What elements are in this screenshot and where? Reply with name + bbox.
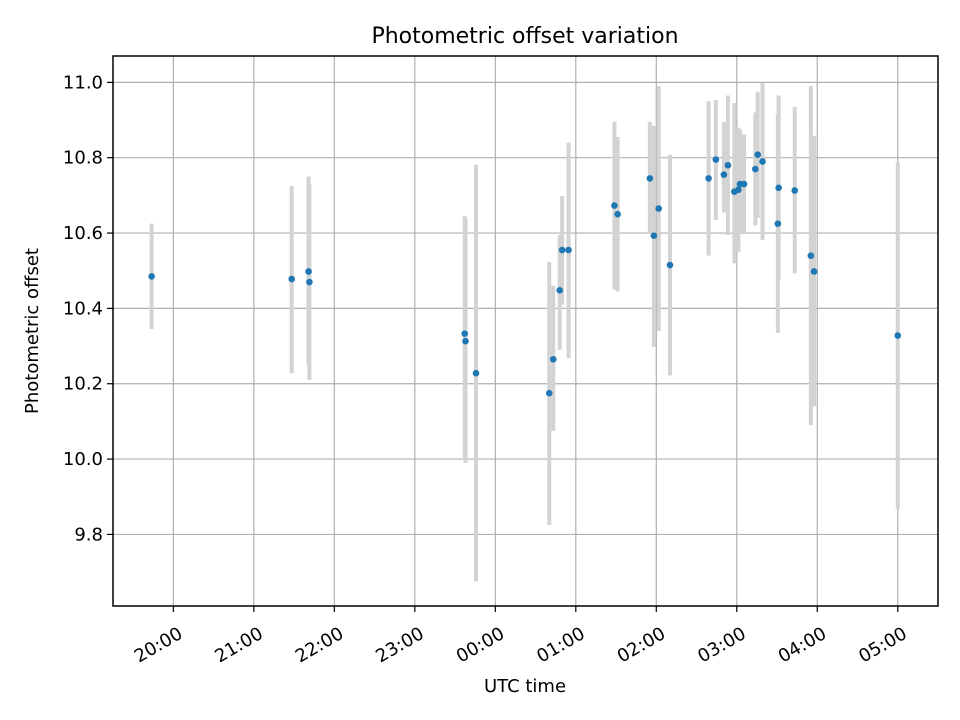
data-point (148, 273, 155, 280)
y-tick-label: 11.0 (63, 72, 103, 93)
data-point (556, 287, 564, 294)
y-tick-label: 10.2 (63, 374, 103, 395)
data-point (305, 268, 312, 275)
data-point (614, 210, 621, 218)
data-point (810, 268, 818, 275)
y-axis-ticks: 9.8 10.0 10.2 10.4 10.6 10.8 11.0 (63, 72, 113, 545)
chart-title: Photometric offset variation (371, 24, 678, 49)
data-point (549, 355, 557, 363)
data-point (894, 332, 902, 339)
data-point (545, 389, 553, 397)
data-point (461, 330, 469, 337)
y-tick-label: 10.6 (63, 223, 103, 244)
data-point (558, 246, 566, 254)
data-point (751, 165, 759, 173)
y-axis-label: Photometric offset (22, 248, 43, 414)
data-point (740, 180, 748, 188)
data-point (646, 175, 654, 182)
data-point (712, 156, 720, 163)
data-point (775, 184, 782, 192)
data-point (759, 158, 766, 165)
y-tick-label: 10.4 (63, 298, 103, 319)
data-point (774, 220, 782, 227)
data-point (754, 151, 762, 158)
point-layer (148, 151, 902, 397)
data-point (288, 275, 295, 283)
data-point (306, 278, 313, 286)
data-point (472, 369, 480, 377)
y-tick-label: 10.8 (63, 148, 103, 169)
data-point (791, 187, 799, 194)
x-axis-label: UTC time (484, 676, 566, 697)
data-point (655, 205, 663, 212)
data-point (666, 261, 674, 269)
plot-frame (112, 55, 939, 607)
data-point (735, 186, 742, 194)
data-point (462, 337, 469, 345)
data-point (724, 161, 732, 169)
data-point (650, 232, 658, 239)
data-point (705, 175, 712, 182)
y-tick-label: 10.0 (63, 449, 103, 470)
y-tick-label: 9.8 (74, 524, 103, 545)
data-point (611, 202, 618, 209)
data-point (720, 171, 728, 178)
data-point (807, 252, 815, 259)
data-point (565, 246, 572, 254)
